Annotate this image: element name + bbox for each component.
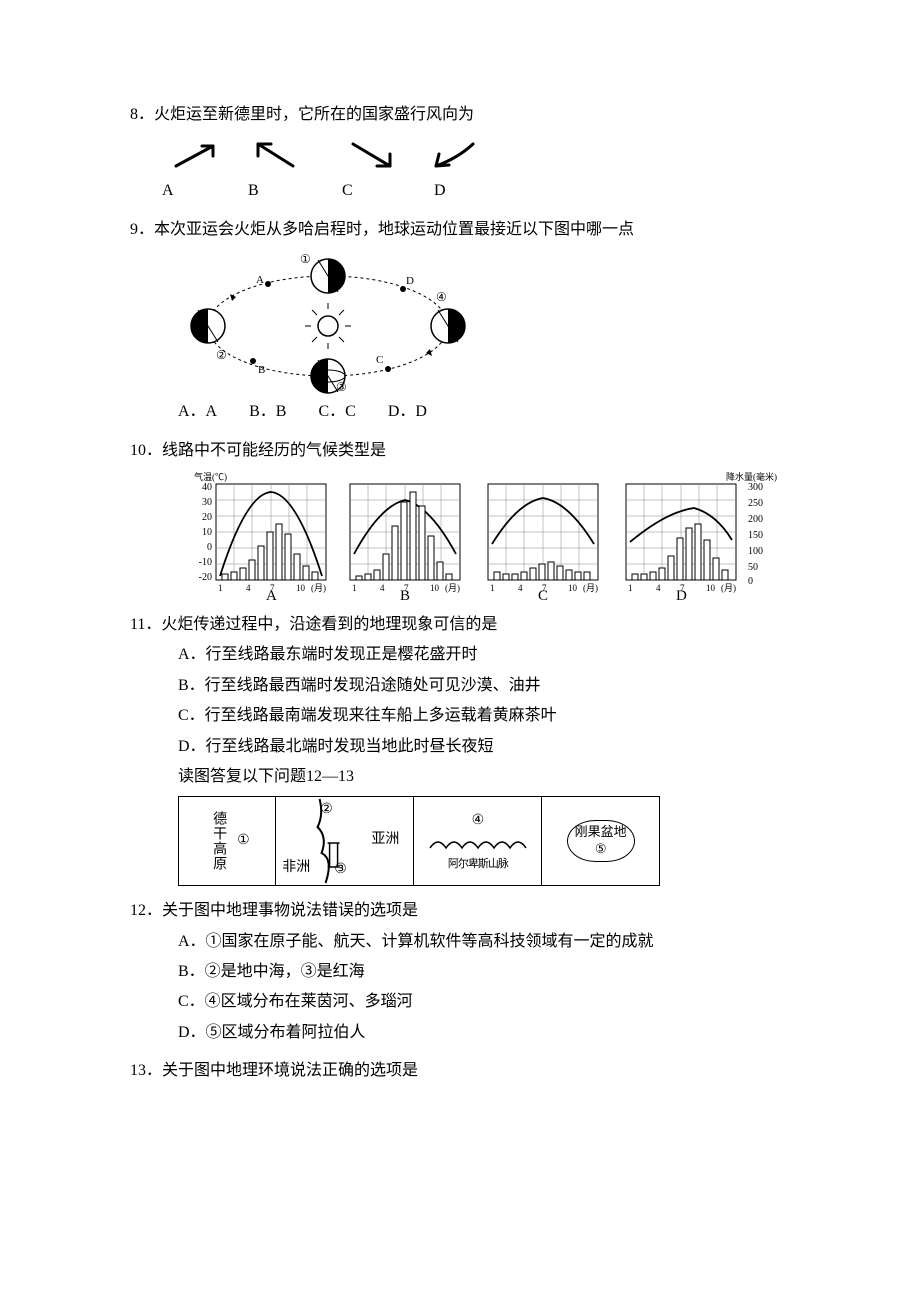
q13-stem: 13．关于图中地理环境说法正确的选项是 [130, 1062, 418, 1079]
svg-text:0: 0 [207, 542, 212, 553]
circled-4: ④ [472, 808, 485, 835]
q9-earth-orbit-figure: A B C D ① ② ③ ④ [178, 251, 800, 391]
svg-text:150: 150 [748, 530, 763, 541]
q9-stem: 9．本次亚运会火炬从多哈启程时，地球运动位置最接近以下图中哪一点 [130, 221, 634, 238]
svg-text:②: ② [216, 348, 227, 362]
svg-text:④: ④ [436, 290, 447, 304]
q10-label-d: D [676, 588, 687, 604]
box-cell-3: ④ 阿尔卑斯山脉 [414, 797, 542, 885]
svg-text:10: 10 [296, 583, 306, 593]
svg-text:(月): (月) [583, 583, 598, 593]
svg-text:250: 250 [748, 498, 763, 509]
q11-opt-d: D．行至线路最北端时发现当地此时昼长夜短 [178, 732, 800, 762]
congo-oval: 刚果盆地 ⑤ [567, 820, 635, 862]
q10-stem: 10．线路中不可能经历的气候类型是 [130, 442, 386, 459]
svg-text:(月): (月) [721, 583, 736, 593]
q11-opt-c: C．行至线路最南端发现来往车船上多运载着黄麻茶叶 [178, 701, 800, 731]
box-cell-2: ② 亚洲 非洲 ③ [276, 797, 414, 885]
q12-opt-d: D．⑤区域分布着阿拉伯人 [178, 1018, 800, 1048]
svg-text:1: 1 [218, 583, 223, 593]
q10-label-b: B [400, 588, 410, 604]
svg-text:200: 200 [748, 514, 763, 525]
q10-climate-charts: 气温(℃) 降水量(毫米) 403020 100-10-20 300250200… [188, 472, 800, 602]
circled-5: ⑤ [575, 841, 627, 858]
q9-options: A．A B．B C．C D．D [178, 397, 800, 427]
svg-text:(月): (月) [445, 583, 460, 593]
svg-text:(月): (月) [311, 583, 326, 593]
svg-text:B: B [258, 364, 265, 376]
svg-text:4: 4 [246, 583, 251, 593]
svg-text:1: 1 [490, 583, 495, 593]
svg-text:0: 0 [748, 576, 753, 587]
q8-stem: 8．火炬运至新德里时，它所在的国家盛行风向为 [130, 106, 474, 123]
svg-text:①: ① [300, 252, 311, 266]
svg-text:300: 300 [748, 482, 763, 493]
circled-1: ① [237, 828, 250, 855]
svg-text:20: 20 [202, 512, 212, 523]
svg-text:10: 10 [706, 583, 716, 593]
q12-opt-b: B．②是地中海，③是红海 [178, 957, 800, 987]
q8-num: 8 [130, 106, 138, 123]
q11-tail: 读图答复以下问题12―13 [178, 762, 800, 792]
q12-opt-c: C．④区域分布在莱茵河、多瑙河 [178, 987, 800, 1017]
q9-opt-d: D．D [388, 397, 427, 427]
q11-opt-b: B．行至线路最西端时发现沿途随处可见沙漠、油井 [178, 671, 800, 701]
svg-text:40: 40 [202, 482, 212, 493]
svg-text:30: 30 [202, 497, 212, 508]
q8-option-labels: A B C D [162, 176, 800, 206]
question-12: 12．关于图中地理事物说法错误的选项是 A．①国家在原子能、航天、计算机软件等高… [130, 896, 800, 1048]
left-axis-label: 气温(℃) [194, 471, 227, 482]
svg-text:4: 4 [380, 583, 385, 593]
question-13: 13．关于图中地理环境说法正确的选项是 [130, 1056, 800, 1086]
q9-opt-a: A．A [178, 397, 217, 427]
q9-opt-c: C．C [318, 397, 355, 427]
svg-text:50: 50 [748, 562, 758, 573]
svg-text:1: 1 [352, 583, 357, 593]
question-11: 11．火炬传递过程中，沿途看到的地理现象可信的是 A．行至线路最东端时发现正是樱… [130, 610, 800, 886]
svg-text:10: 10 [202, 527, 212, 538]
q12-stem: 12．关于图中地理事物说法错误的选项是 [130, 902, 418, 919]
circled-3: ③ [334, 857, 347, 884]
q10-label-c: C [538, 588, 548, 604]
svg-text:D: D [406, 275, 414, 287]
q8-arrows-figure: A B C D [158, 136, 800, 206]
circled-2: ② [320, 797, 333, 824]
q12-opt-a: A．①国家在原子能、航天、计算机软件等高科技领域有一定的成就 [178, 927, 800, 957]
q9-opt-b: B．B [249, 397, 286, 427]
svg-text:1: 1 [628, 583, 633, 593]
svg-text:10: 10 [568, 583, 578, 593]
q11-stem: 11．火炬传递过程中，沿途看到的地理现象可信的是 [130, 616, 497, 633]
question-9: 9．本次亚运会火炬从多哈启程时，地球运动位置最接近以下图中哪一点 [130, 215, 800, 428]
svg-text:10: 10 [430, 583, 440, 593]
box-diagram: 德干高原 ① ② 亚洲 非洲 ③ ④ 阿尔卑斯山脉 刚果盆地 ⑤ [178, 796, 660, 886]
box-cell-1: 德干高原 ① [179, 797, 276, 885]
q10-label-a: A [266, 588, 277, 604]
right-axis-label: 降水量(毫米) [726, 471, 777, 482]
svg-text:4: 4 [518, 583, 523, 593]
svg-text:-10: -10 [199, 557, 212, 568]
svg-text:A: A [256, 274, 264, 286]
svg-text:C: C [376, 354, 383, 366]
question-10: 10．线路中不可能经历的气候类型是 气温(℃) 降水量(毫米) 403020 1… [130, 436, 800, 602]
question-8: 8．火炬运至新德里时，它所在的国家盛行风向为 A B C D [130, 100, 800, 207]
svg-text:100: 100 [748, 546, 763, 557]
svg-text:4: 4 [656, 583, 661, 593]
box-cell-4: 刚果盆地 ⑤ [542, 797, 659, 885]
svg-text:③: ③ [336, 380, 347, 394]
svg-text:-20: -20 [199, 572, 212, 583]
q11-opt-a: A．行至线路最东端时发现正是樱花盛开时 [178, 640, 800, 670]
